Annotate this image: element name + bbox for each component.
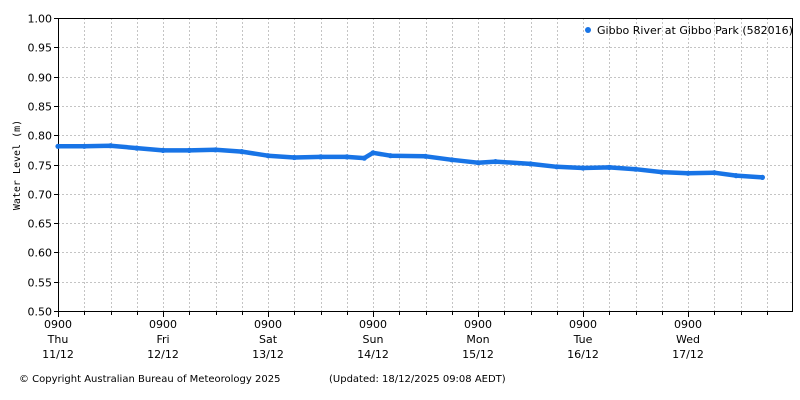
y-axis-label: Water Level (m) [12, 120, 23, 210]
x-tick-label: 16/12 [567, 348, 599, 361]
y-tick-label: 0.85 [28, 101, 53, 114]
y-tick-label: 0.80 [28, 130, 53, 143]
data-point [527, 161, 534, 167]
data-point [632, 166, 639, 172]
series-gibbo-river [55, 143, 766, 180]
x-tick-label: 11/12 [42, 348, 74, 361]
data-point [361, 155, 367, 161]
data-point [449, 157, 455, 163]
data-point [317, 154, 324, 160]
data-point [659, 169, 665, 175]
y-tick-label: 0.70 [28, 189, 53, 202]
y-tick-label: 1.00 [28, 13, 53, 26]
y-tick-label: 0.65 [28, 218, 53, 231]
copyright-notice: © Copyright Australian Bureau of Meteoro… [19, 374, 281, 385]
legend-marker [585, 27, 591, 33]
x-tick-label: Sun [363, 333, 384, 346]
data-point [239, 149, 245, 155]
data-point [606, 164, 612, 170]
data-point [134, 145, 140, 151]
x-tick-label: Sat [259, 333, 278, 346]
x-tick-label: Tue [573, 333, 593, 346]
y-tick-label: 0.55 [28, 277, 53, 290]
data-point [291, 154, 297, 161]
x-tick-label: 0900 [569, 318, 597, 331]
data-point [475, 160, 481, 166]
data-point [265, 153, 271, 159]
x-tick-label: 0900 [149, 318, 177, 331]
data-point [344, 154, 350, 160]
x-tick-label: Wed [676, 333, 700, 346]
data-point [422, 153, 429, 159]
data-point [212, 147, 219, 153]
y-tick-label: 0.95 [28, 42, 53, 55]
x-tick-label: Fri [156, 333, 169, 346]
data-point [492, 159, 499, 165]
x-tick-label: 13/12 [252, 348, 284, 361]
x-tick-label: Thu [47, 333, 69, 346]
data-point [759, 174, 766, 180]
x-tick-label: 0900 [359, 318, 387, 331]
x-tick-label: 0900 [254, 318, 282, 331]
data-point [733, 173, 739, 179]
plot-area-frame [58, 18, 793, 312]
data-point [81, 143, 87, 149]
x-tick-label: 15/12 [462, 348, 494, 361]
x-tick-label: 0900 [464, 318, 492, 331]
legend: Gibbo River at Gibbo Park (582016) [585, 24, 793, 37]
y-tick-label: 0.60 [28, 247, 53, 260]
updated-timestamp: (Updated: 18/12/2025 09:08 AEDT) [329, 374, 506, 385]
x-tick-label: 12/12 [147, 348, 179, 361]
data-point [387, 153, 394, 159]
x-tick-label: 0900 [674, 318, 702, 331]
x-tick-label: 0900 [44, 318, 72, 331]
data-point [186, 147, 192, 153]
data-point [370, 150, 376, 156]
data-point [55, 143, 61, 149]
y-axis: 0.50 0.55 0.60 0.65 0.70 0.75 0.80 0.85 0.90 0.95… [28, 13, 58, 319]
x-tick-label: 14/12 [357, 348, 389, 361]
data-point [685, 170, 691, 176]
legend-label: Gibbo River at Gibbo Park (582016) [597, 24, 793, 37]
y-tick-label: 0.75 [28, 160, 53, 173]
data-point [107, 143, 114, 149]
data-point [554, 164, 560, 170]
x-tick-label: Mon [466, 333, 489, 346]
x-tick-label: 17/12 [672, 348, 704, 361]
y-tick-label: 0.90 [28, 72, 53, 85]
chart-grid [58, 18, 792, 311]
data-point [711, 170, 717, 176]
data-point [580, 165, 586, 171]
x-axis: 0900 Thu 11/12 0900 Fri 12/12 0900 Sat 13/12 0900… [42, 311, 768, 361]
data-point [160, 147, 166, 153]
y-tick-label: 0.50 [28, 306, 53, 319]
